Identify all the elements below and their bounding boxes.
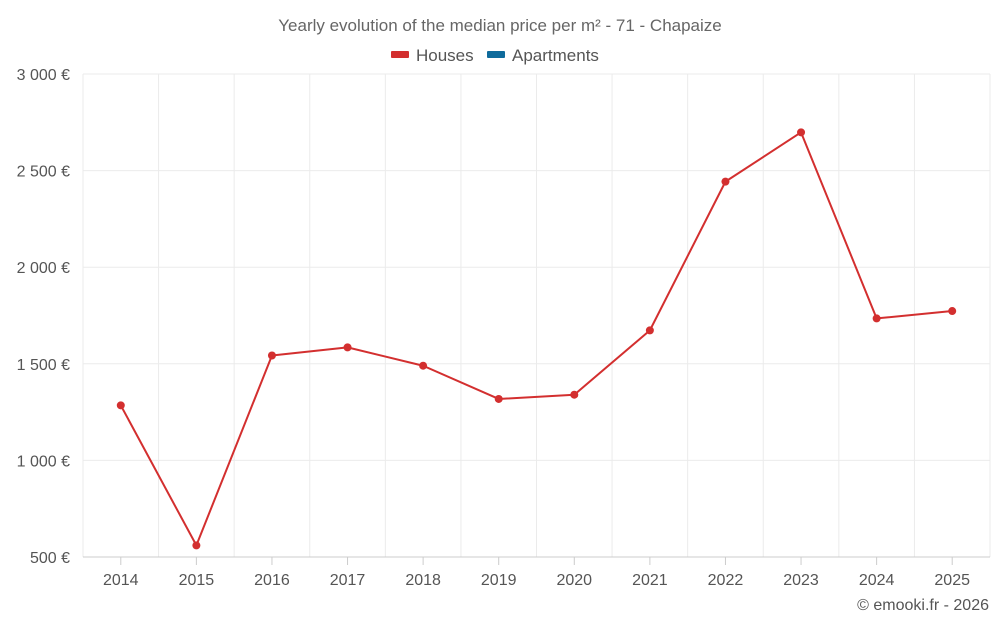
data-point-houses-2015[interactable] [192,541,201,550]
grid [82,73,991,557]
credit-text: © emooki.fr - 2026 [857,597,989,614]
plot-area [116,128,957,550]
x-tick-label: 2020 [556,572,592,589]
data-point-houses-2019[interactable] [494,394,503,403]
x-tick-label: 2015 [179,572,215,589]
x-tick-label: 2024 [859,572,895,589]
y-tick-label: 2 500 € [17,164,70,181]
y-axis: 500 € 1 000 € 1 500 € 2 000 € 2 500 € 3 000 € [17,67,70,567]
legend: Houses Apartments [391,46,599,65]
y-tick-label: 1 500 € [17,357,70,374]
data-point-houses-2024[interactable] [872,314,881,323]
y-tick-label: 1 000 € [17,453,70,470]
data-point-houses-2018[interactable] [419,361,428,370]
x-tick-label: 2018 [405,572,441,589]
data-point-houses-2025[interactable] [948,307,957,316]
x-tick-label: 2019 [481,572,517,589]
x-tick-label: 2023 [783,572,819,589]
x-tick-label: 2025 [934,572,970,589]
data-point-houses-2020[interactable] [570,390,579,399]
legend-swatch-apartments [487,51,505,58]
legend-item-houses[interactable]: Houses [391,46,474,65]
data-point-houses-2022[interactable] [721,177,730,186]
legend-label-apartments: Apartments [512,46,599,65]
data-point-houses-2016[interactable] [267,351,276,360]
x-tick-label: 2017 [330,572,366,589]
legend-swatch-houses [391,51,409,58]
legend-label-houses: Houses [416,46,474,65]
legend-item-apartments[interactable]: Apartments [487,46,599,65]
x-tick-label: 2021 [632,572,668,589]
data-point-houses-2023[interactable] [797,128,806,137]
data-point-houses-2021[interactable] [645,326,654,335]
x-axis: 2014 2015 2016 2017 2018 2019 2020 2021 2022 2023… [83,556,990,589]
x-tick-label: 2022 [708,572,744,589]
y-tick-label: 2 000 € [17,260,70,277]
chart-title: Yearly evolution of the median price per… [278,16,722,35]
y-tick-label: 500 € [30,550,70,567]
data-point-houses-2017[interactable] [343,343,352,352]
y-tick-label: 3 000 € [17,67,70,84]
data-point-houses-2014[interactable] [116,401,125,410]
x-tick-label: 2014 [103,572,139,589]
x-tick-label: 2016 [254,572,290,589]
series-line-houses [119,131,953,547]
